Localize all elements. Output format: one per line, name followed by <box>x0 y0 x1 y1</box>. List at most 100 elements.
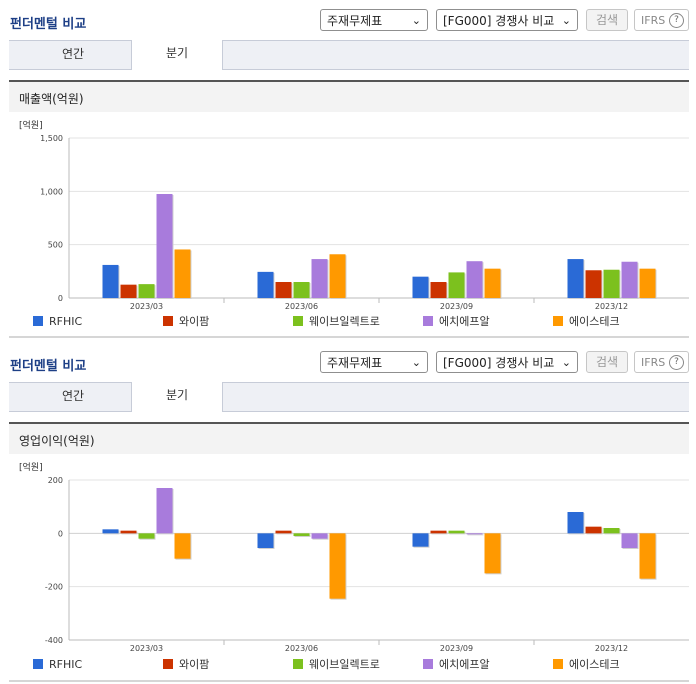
panel-title: 펀더멘털 비교 <box>10 17 87 32</box>
ifrs-label: IFRS <box>641 14 666 27</box>
peer-select[interactable]: [FG000] 경쟁사 비교 ⌄ <box>436 351 578 373</box>
legend-swatch <box>553 316 563 326</box>
search-button[interactable]: 검색 <box>586 9 628 31</box>
statement-select-value: 주재무제표 <box>327 14 383 28</box>
metric-header: 영업이익(억원) <box>9 422 689 454</box>
legend-swatch <box>553 659 563 669</box>
bar <box>567 259 584 298</box>
legend-label: RFHIC <box>49 658 82 671</box>
metric-header: 매출액(억원) <box>9 80 689 112</box>
legend-label: 에치에프알 <box>439 657 490 671</box>
statement-select[interactable]: 주재무제표 ⌄ <box>320 351 428 373</box>
statement-select[interactable]: 주재무제표 ⌄ <box>320 9 428 31</box>
bar <box>293 282 310 298</box>
panel-header: 펀더멘털 비교 주재무제표 ⌄ [FG000] 경쟁사 비교 ⌄ 검색 IFRS… <box>0 0 696 36</box>
x-tick-label: 2023/12 <box>595 302 628 311</box>
y-tick-label: 1,500 <box>40 134 63 143</box>
bar <box>639 533 656 579</box>
period-tabs: 연간 분기 <box>9 40 689 70</box>
bar <box>585 526 602 534</box>
bar <box>567 512 584 534</box>
legend-label: 와이팜 <box>179 315 209 328</box>
x-tick-label: 2023/06 <box>285 302 318 311</box>
peer-select[interactable]: [FG000] 경쟁사 비교 ⌄ <box>436 9 578 31</box>
bar <box>174 249 191 298</box>
unit-label: [억원] <box>19 461 43 473</box>
legend-swatch <box>293 316 303 326</box>
y-tick-label: -200 <box>45 583 63 592</box>
legend-label: 에이스테크 <box>569 315 620 328</box>
peer-select-value: [FG000] 경쟁사 비교 <box>443 14 555 28</box>
legend-label: RFHIC <box>49 315 82 328</box>
bar <box>466 261 483 298</box>
legend-swatch <box>163 659 173 669</box>
chevron-down-icon: ⌄ <box>411 356 421 369</box>
chevron-down-icon: ⌄ <box>411 14 421 27</box>
legend-swatch <box>33 659 43 669</box>
bar <box>102 529 119 534</box>
legend-swatch <box>423 316 433 326</box>
bar <box>603 269 620 298</box>
legend-swatch <box>33 316 43 326</box>
bar <box>448 530 465 534</box>
metric-label: 영업이익(억원) <box>19 434 95 448</box>
chart-area: [억원] 1,500 1,000 500 0 2023/03 2023/06 2023/09 2… <box>9 112 689 338</box>
bar <box>585 270 602 298</box>
ifrs-help-button[interactable]: IFRS ? <box>634 9 689 31</box>
bar <box>329 533 346 599</box>
bar <box>311 533 328 539</box>
y-tick-label: 500 <box>48 241 63 250</box>
bar <box>120 284 137 298</box>
bar <box>412 276 429 298</box>
bar <box>621 533 638 548</box>
y-tick-label: 1,000 <box>40 187 63 196</box>
legend-label: 웨이브일렉트로 <box>309 314 380 328</box>
bar <box>603 528 620 534</box>
revenue-chart: [억원] 1,500 1,000 500 0 2023/03 2023/06 2023/09 2… <box>19 119 689 328</box>
unit-label: [억원] <box>19 119 43 131</box>
chevron-down-icon: ⌄ <box>561 356 571 369</box>
tab-quarterly[interactable]: 분기 <box>131 40 223 70</box>
legend-label: 와이팜 <box>179 658 209 671</box>
bar <box>275 530 292 534</box>
y-tick-label: 0 <box>58 294 63 303</box>
metric-label: 매출액(억원) <box>19 92 84 106</box>
period-tabs: 연간 분기 <box>9 382 689 412</box>
bar <box>138 284 155 298</box>
x-tick-label: 2023/03 <box>130 302 163 311</box>
fundamental-panel-1: 펀더멘털 비교 주재무제표 ⌄ [FG000] 경쟁사 비교 ⌄ 검색 IFRS… <box>0 0 696 338</box>
bar <box>466 533 483 535</box>
legend-label: 에이스테크 <box>569 658 620 671</box>
bar <box>311 259 328 298</box>
bar <box>329 254 346 298</box>
bar <box>156 488 173 534</box>
bar <box>639 268 656 298</box>
ifrs-label: IFRS <box>641 356 666 369</box>
x-tick-label: 2023/12 <box>595 644 628 653</box>
chart-area: [억원] 200 0 -200 -400 2023/03 2023/06 2023/09 202… <box>9 454 689 682</box>
tab-quarterly[interactable]: 분기 <box>131 382 223 412</box>
bar <box>484 268 501 298</box>
bar <box>448 272 465 298</box>
fundamental-panel-2: 펀더멘털 비교 주재무제표 ⌄ [FG000] 경쟁사 비교 ⌄ 검색 IFRS… <box>0 342 696 684</box>
x-tick-label: 2023/09 <box>440 644 473 653</box>
search-button[interactable]: 검색 <box>586 351 628 373</box>
panel-title: 펀더멘털 비교 <box>10 359 87 374</box>
legend-label: 에치에프알 <box>439 314 490 328</box>
tab-annual[interactable]: 연간 <box>61 389 85 403</box>
tab-annual[interactable]: 연간 <box>61 47 85 61</box>
question-icon: ? <box>669 13 684 28</box>
chevron-down-icon: ⌄ <box>561 14 571 27</box>
legend-swatch <box>293 659 303 669</box>
y-tick-label: 200 <box>48 476 63 485</box>
x-tick-label: 2023/09 <box>440 302 473 311</box>
bar <box>257 271 274 298</box>
operating-profit-chart: [억원] 200 0 -200 -400 2023/03 2023/06 2023/09 202… <box>19 461 689 671</box>
bar <box>430 282 447 298</box>
ifrs-help-button[interactable]: IFRS ? <box>634 351 689 373</box>
bar <box>257 533 274 548</box>
bar <box>293 533 310 536</box>
peer-select-value: [FG000] 경쟁사 비교 <box>443 356 555 370</box>
statement-select-value: 주재무제표 <box>327 356 383 370</box>
x-tick-label: 2023/06 <box>285 644 318 653</box>
